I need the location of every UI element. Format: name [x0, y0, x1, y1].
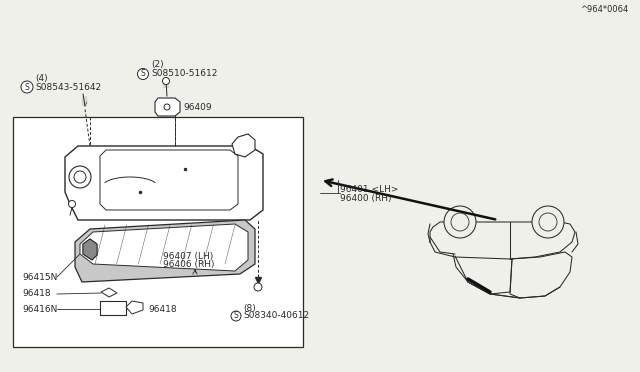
- Polygon shape: [101, 288, 117, 297]
- Text: (2): (2): [151, 61, 164, 70]
- Text: 96407 (LH): 96407 (LH): [163, 251, 213, 260]
- Text: S: S: [24, 83, 29, 92]
- Polygon shape: [83, 239, 97, 260]
- Text: S08543-51642: S08543-51642: [35, 83, 101, 92]
- Polygon shape: [80, 224, 248, 271]
- Circle shape: [451, 213, 469, 231]
- Text: 96406 (RH): 96406 (RH): [163, 260, 214, 269]
- Text: 96415N: 96415N: [22, 273, 58, 282]
- Text: S08510-51612: S08510-51612: [151, 70, 218, 78]
- Bar: [13, 117, 303, 347]
- Circle shape: [532, 206, 564, 238]
- Circle shape: [444, 206, 476, 238]
- Text: ^964*0064: ^964*0064: [580, 5, 628, 14]
- Text: 96416N: 96416N: [22, 305, 58, 314]
- Circle shape: [68, 201, 76, 208]
- Text: 96409: 96409: [183, 103, 212, 112]
- Circle shape: [21, 81, 33, 93]
- Circle shape: [69, 166, 91, 188]
- Circle shape: [231, 311, 241, 321]
- Circle shape: [254, 283, 262, 291]
- Text: S: S: [141, 70, 145, 78]
- Polygon shape: [126, 301, 143, 314]
- Text: (8): (8): [243, 304, 256, 312]
- Polygon shape: [75, 220, 255, 282]
- Circle shape: [74, 171, 86, 183]
- Text: 96400 (RH): 96400 (RH): [340, 195, 392, 203]
- Text: S08340-40612: S08340-40612: [243, 311, 309, 321]
- Polygon shape: [155, 98, 180, 116]
- Text: S: S: [234, 311, 238, 321]
- Polygon shape: [100, 150, 238, 210]
- Circle shape: [138, 68, 148, 80]
- Circle shape: [163, 77, 170, 84]
- Polygon shape: [83, 239, 97, 260]
- Circle shape: [539, 213, 557, 231]
- Polygon shape: [65, 146, 263, 220]
- Text: 96418: 96418: [148, 305, 177, 314]
- Polygon shape: [232, 134, 255, 157]
- Bar: [100, 301, 126, 315]
- Circle shape: [164, 104, 170, 110]
- Text: 96401 <LH>: 96401 <LH>: [340, 186, 399, 195]
- Text: (4): (4): [35, 74, 47, 83]
- Text: 96418: 96418: [22, 289, 51, 298]
